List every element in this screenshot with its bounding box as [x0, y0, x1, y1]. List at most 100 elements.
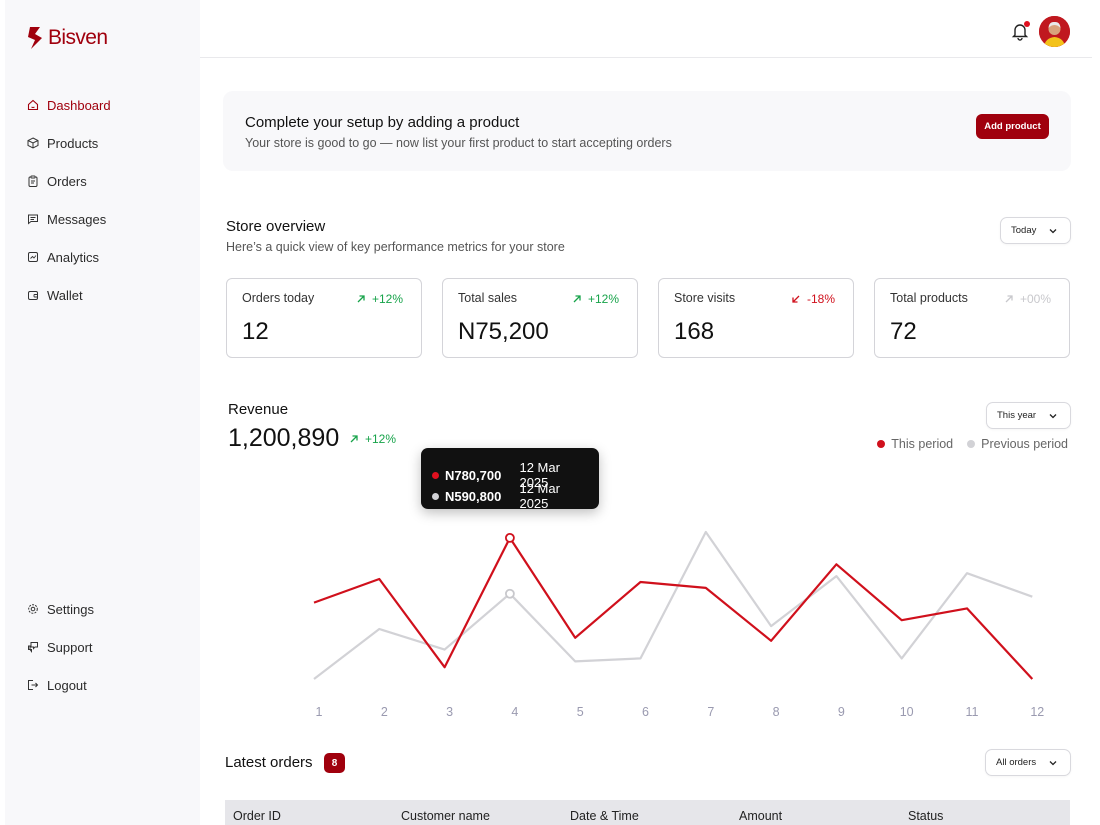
bell-icon [1011, 24, 1029, 41]
revenue-range-dropdown[interactable]: This year [986, 402, 1071, 429]
arrow-up-right-icon [350, 435, 358, 443]
chevron-down-icon [1049, 413, 1057, 418]
sidebar-item-settings[interactable]: Settings [27, 590, 187, 628]
series-line-this-period[interactable] [313, 536, 1034, 680]
avatar[interactable] [1039, 16, 1070, 47]
legend-dot [877, 440, 886, 448]
sidebar-item-logout[interactable]: Logout [27, 666, 187, 704]
stat-trend: +12% [356, 292, 403, 306]
tooltip-row-previous: N590,800 12 Mar 2025 [432, 481, 592, 511]
notification-button[interactable] [1010, 21, 1030, 41]
highlight-point-previous-period[interactable] [504, 588, 515, 599]
stat-trend: -18% [791, 292, 835, 306]
dropdown-label: Today [1011, 225, 1037, 236]
clipboard-icon [28, 175, 38, 187]
home-icon [27, 99, 39, 111]
series-line-previous-period[interactable] [313, 530, 1033, 680]
column-header-customer-name[interactable]: Customer name [401, 809, 490, 823]
sidebar-item-analytics[interactable]: Analytics [27, 238, 187, 276]
x-tick-label: 5 [577, 705, 584, 719]
sidebar-item-label: Settings [47, 601, 94, 617]
logout-icon [28, 680, 39, 690]
stat-value: N75,200 [458, 318, 549, 345]
x-tick-label: 3 [446, 705, 453, 719]
sidebar-item-label: Support [47, 639, 93, 655]
sidebar-item-label: Logout [47, 677, 87, 693]
sidebar-item-label: Products [47, 135, 99, 151]
x-tick-label: 10 [900, 705, 914, 719]
x-tick-label: 7 [707, 705, 714, 719]
column-header-order-id[interactable]: Order ID [233, 809, 281, 823]
sidebar-item-products[interactable]: Products [27, 124, 187, 162]
stat-value: 72 [890, 318, 917, 345]
stat-card-orders-today[interactable]: Orders today +12% 12 [226, 278, 422, 358]
highlight-point-this-period[interactable] [504, 532, 515, 543]
brand-logo[interactable]: Bisven [27, 26, 108, 50]
stat-value: 12 [242, 318, 269, 345]
box-icon [27, 137, 39, 149]
tooltip-value: N780,700 [444, 467, 502, 483]
sidebar-item-wallet[interactable]: Wallet [27, 276, 187, 314]
gear-icon [28, 604, 38, 614]
x-tick-label: 12 [1030, 705, 1044, 719]
tooltip-row-current: N780,700 12 Mar 2025 [432, 460, 592, 490]
overview-range-dropdown[interactable]: Today [1000, 217, 1071, 244]
sidebar-item-messages[interactable]: Messages [27, 200, 187, 238]
orders-title: Latest orders [225, 754, 313, 771]
sidebar-item-support[interactable]: Support [27, 628, 187, 666]
brand-name: Bisven [48, 26, 108, 49]
orders-filter-dropdown[interactable]: All orders [985, 749, 1071, 776]
stat-trend: +12% [572, 292, 619, 306]
legend-dot [967, 440, 976, 448]
legend-item-this-period[interactable]: This period [877, 437, 953, 451]
x-tick-label: 8 [773, 705, 780, 719]
chart-tooltip: N780,700 12 Mar 2025 N590,800 12 Mar 202… [421, 448, 599, 511]
banner-title: Complete your setup by adding a product [245, 114, 520, 131]
stat-trend-value: +12% [371, 292, 403, 306]
x-tick-label: 6 [642, 705, 649, 719]
setup-banner: Complete your setup by adding a product … [223, 91, 1071, 171]
notification-dot [1024, 21, 1030, 27]
column-header-status[interactable]: Status [908, 809, 944, 823]
legend-item-previous-period[interactable]: Previous period [967, 437, 1068, 451]
overview-subtitle: Here’s a quick view of key performance m… [226, 240, 565, 254]
overview-title: Store overview [226, 218, 326, 235]
x-tick-label: 2 [381, 705, 388, 719]
user-avatar-icon [1039, 16, 1070, 47]
stat-trend: +00% [1004, 292, 1051, 306]
stat-value: 168 [674, 318, 715, 345]
sidebar-item-dashboard[interactable]: Dashboard [27, 86, 187, 124]
orders-count-badge: 8 [324, 753, 345, 773]
support-icon [28, 642, 38, 653]
sidebar-item-label: Wallet [47, 287, 83, 303]
sidebar-item-orders[interactable]: Orders [27, 162, 187, 200]
tooltip-date: 12 Mar 2025 [519, 481, 560, 511]
legend-label: This period [891, 437, 954, 451]
stat-card-total-sales[interactable]: Total sales +12% N75,200 [442, 278, 638, 358]
topbar [200, 0, 1092, 58]
stat-label: Total products [890, 291, 968, 305]
stat-trend-value: +12% [587, 292, 619, 306]
tooltip-dot [432, 492, 439, 500]
sidebar-item-label: Orders [47, 173, 87, 189]
message-icon [28, 214, 38, 225]
sidebar: Bisven Dashboard Products Orders Message… [5, 0, 200, 825]
arrow-up-right-icon [357, 295, 365, 303]
column-header-amount[interactable]: Amount [739, 809, 783, 823]
bisven-logo-icon [28, 27, 42, 49]
stat-card-store-visits[interactable]: Store visits -18% 168 [658, 278, 854, 358]
stat-label: Orders today [242, 291, 315, 305]
x-tick-label: 4 [511, 705, 518, 719]
stat-label: Total sales [458, 291, 518, 305]
arrow-up-right-icon [573, 295, 581, 303]
add-product-button[interactable]: Add product [976, 114, 1049, 139]
chart-legend: This period Previous period [877, 437, 1068, 451]
x-tick-label: 9 [838, 705, 845, 719]
column-header-date-time[interactable]: Date & Time [570, 809, 639, 823]
tooltip-dot [432, 471, 439, 479]
chevron-down-icon [1049, 760, 1057, 765]
stat-card-total-products[interactable]: Total products +00% 72 [874, 278, 1070, 358]
revenue-trend: +12% [349, 432, 396, 446]
sidebar-item-label: Dashboard [47, 97, 111, 113]
revenue-trend-value: +12% [365, 432, 397, 446]
